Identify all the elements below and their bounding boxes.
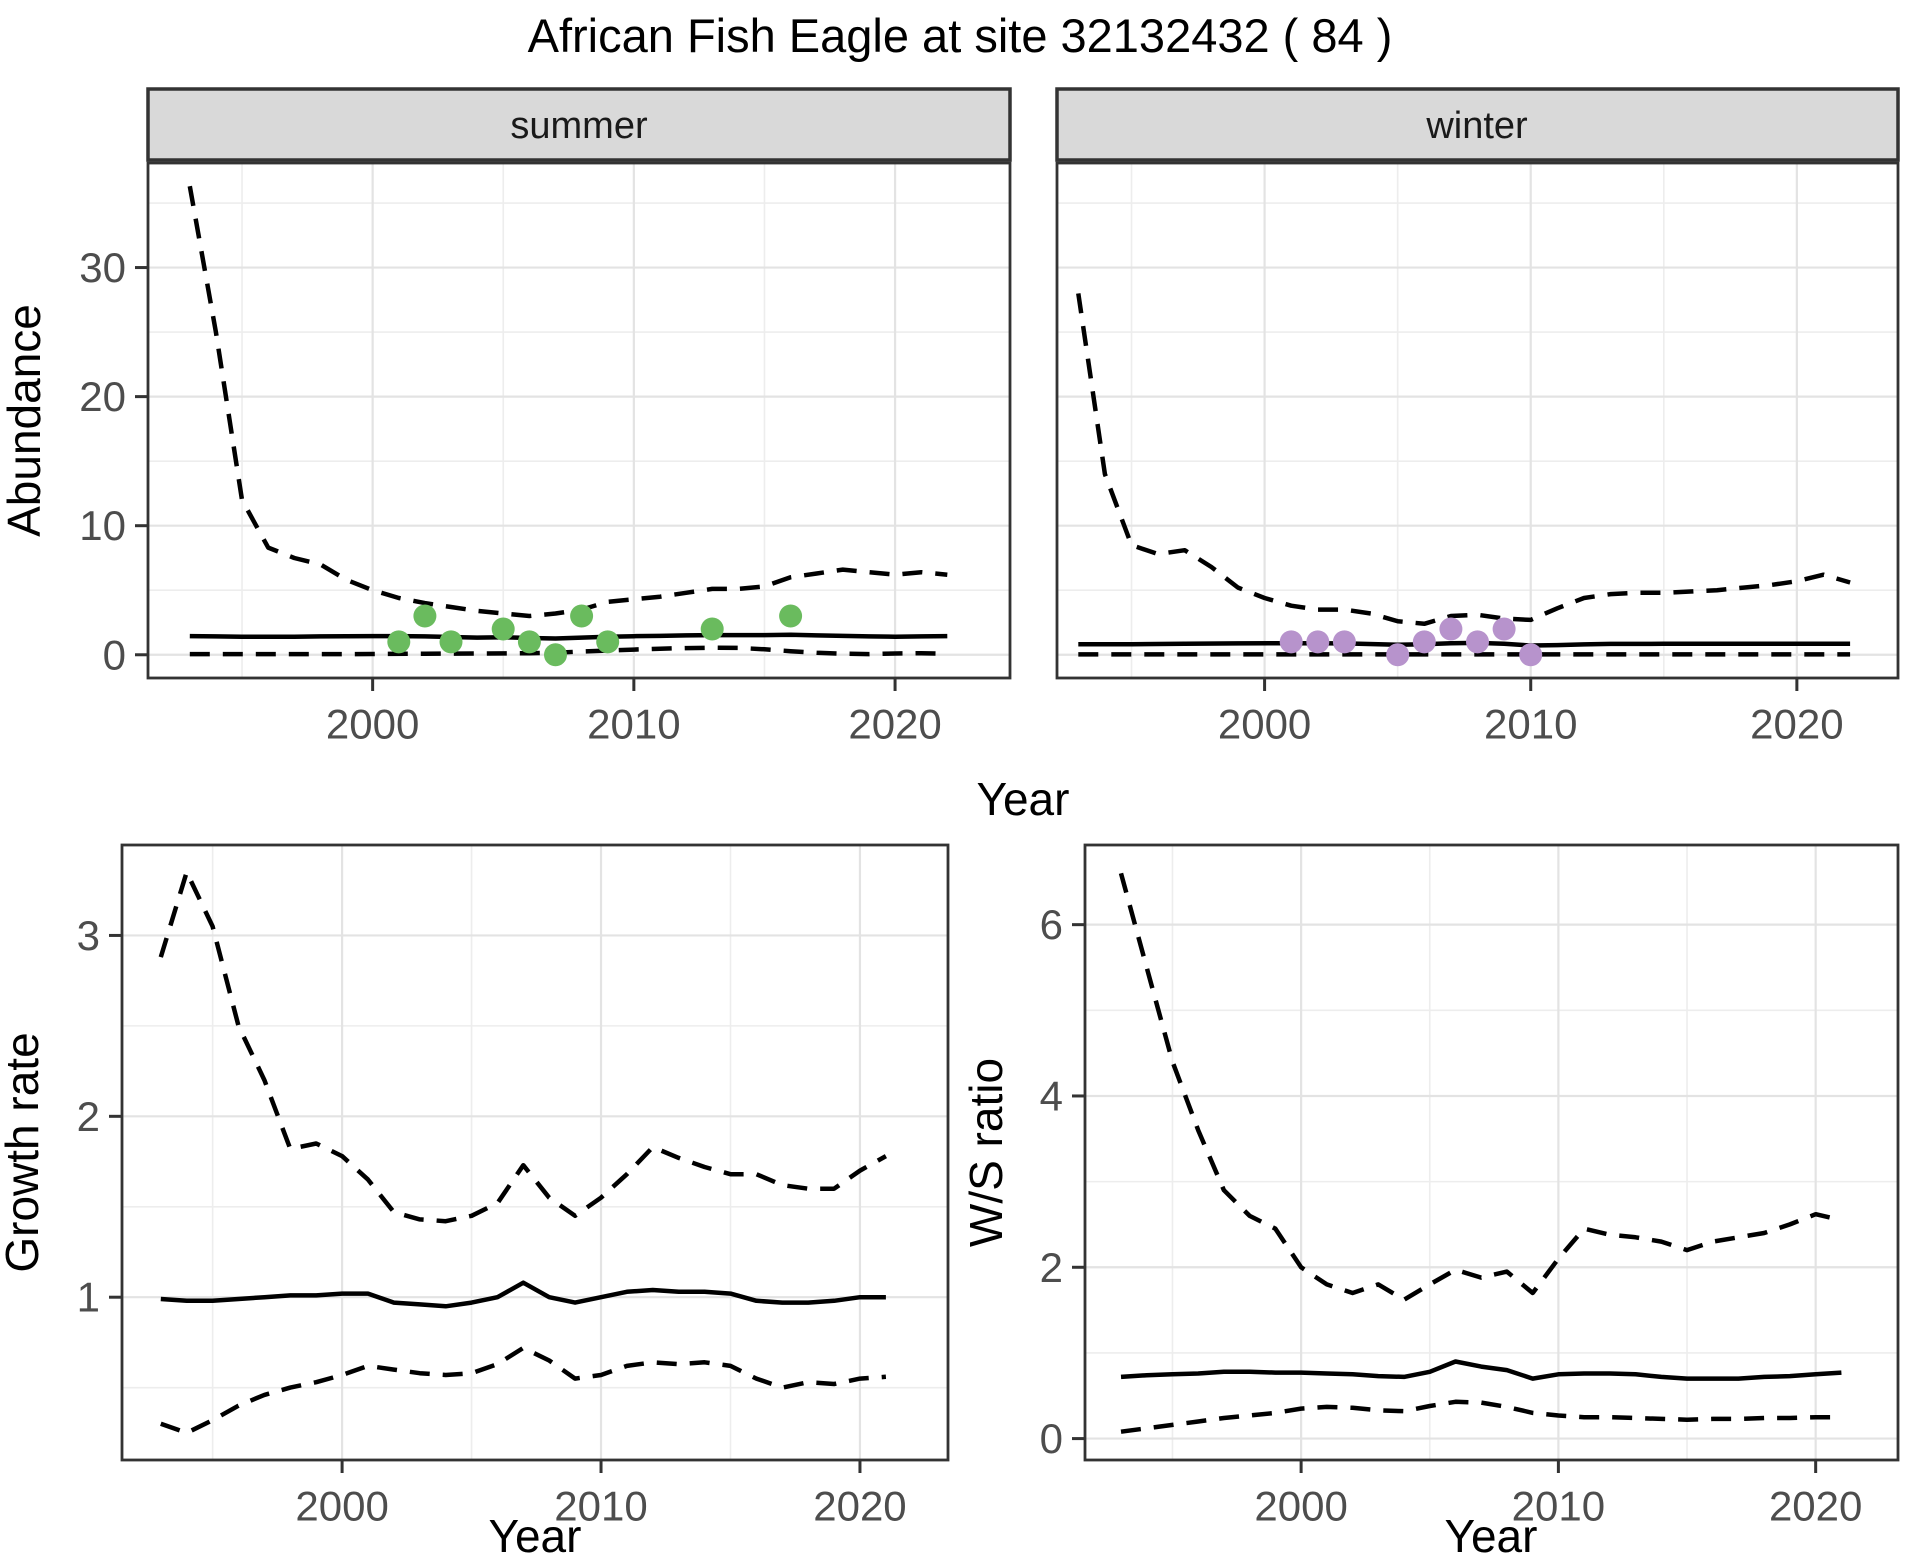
observation-points [387, 604, 803, 667]
data-point [1332, 630, 1356, 654]
data-point [596, 630, 620, 654]
y-axis-title-abundance: Abundance [0, 304, 50, 537]
panel-abundance-summer: 2000 2010 2020 0 10 20 30 [79, 87, 1012, 748]
x-tick-label: 2000 [295, 1483, 388, 1530]
y-tick-label: 6 [1040, 901, 1063, 948]
lower-ci-line [1120, 1399, 1842, 1434]
y-axis-title-ws-ratio: W/S ratio [960, 1058, 1012, 1247]
facet-strip [1055, 87, 1900, 162]
data-point [1439, 617, 1463, 641]
strip-label-winter: winter [1425, 105, 1528, 147]
median-line [189, 632, 948, 641]
panel-border [1055, 161, 1900, 680]
lower-ci-line [160, 1345, 887, 1436]
x-axis-title-year-growth: Year [489, 1510, 582, 1560]
panel-background [122, 845, 948, 1460]
median-line [160, 1280, 886, 1309]
facet-strip [146, 87, 1012, 162]
data-point [387, 630, 411, 654]
lower-ci-line [189, 645, 948, 657]
data-point [570, 604, 594, 628]
x-tick-label: 2000 [1218, 701, 1311, 748]
panel-border [120, 843, 950, 1462]
observation-points [1279, 617, 1543, 667]
x-tick-label: 2020 [848, 701, 941, 748]
y-tick-label: 30 [79, 244, 126, 291]
data-point [1306, 630, 1330, 654]
y-tick-label: 10 [79, 502, 126, 549]
gridlines [1085, 845, 1898, 1460]
x-tick-label: 2010 [1484, 701, 1577, 748]
x-tick-label: 2000 [326, 701, 419, 748]
panel-background [148, 163, 1010, 678]
data-point [517, 630, 541, 654]
data-point [1386, 643, 1410, 667]
y-tick-label: 0 [1040, 1415, 1063, 1462]
x-tick-label: 2000 [1254, 1483, 1347, 1530]
y-tick-label: 20 [79, 373, 126, 420]
panel-growth-rate: 2000 2010 2020 1 2 3 [77, 843, 950, 1530]
axis-ticks: 2000 2010 2020 1 2 3 [77, 912, 907, 1530]
data-point [1466, 630, 1489, 654]
data-point [491, 617, 515, 641]
x-tick-label: 2010 [587, 701, 680, 748]
axis-ticks: 2000 2010 2020 0 2 4 6 [1040, 901, 1863, 1529]
x-tick-label: 2010 [554, 1483, 647, 1530]
y-tick-label: 0 [103, 631, 126, 678]
panel-border [146, 161, 1012, 680]
axis-ticks: 2000 2010 2020 [1218, 678, 1844, 748]
x-tick-label: 2020 [813, 1483, 906, 1530]
x-tick-label: 2020 [1769, 1483, 1862, 1530]
panel-background [1057, 163, 1898, 678]
y-tick-label: 2 [77, 1093, 100, 1140]
data-point [413, 604, 437, 628]
y-axis-title-growth-rate: Growth rate [0, 1032, 48, 1272]
panel-abundance-winter: 2000 2010 2020 [1055, 87, 1900, 748]
panel-background [1085, 845, 1898, 1460]
x-tick-label: 2010 [1512, 1483, 1605, 1530]
data-point [544, 643, 567, 667]
data-point [1412, 630, 1436, 654]
y-tick-label: 1 [77, 1274, 100, 1321]
data-point [1279, 630, 1303, 654]
axis-ticks: 2000 2010 2020 0 10 20 30 [79, 244, 942, 747]
data-point [1519, 643, 1543, 667]
panel-border [1083, 843, 1900, 1462]
data-point [1492, 617, 1516, 641]
y-tick-label: 2 [1040, 1244, 1063, 1291]
upper-ci-line [1118, 872, 1842, 1303]
gridlines [1057, 163, 1898, 678]
data-point [700, 617, 724, 641]
x-tick-label: 2020 [1750, 701, 1843, 748]
chart-title: African Fish Eagle at site 32132432 ( 84… [528, 9, 1393, 62]
upper-ci-line [158, 869, 887, 1224]
data-point [779, 604, 803, 628]
panel-ws-ratio: 2000 2010 2020 0 2 4 6 [1040, 843, 1900, 1530]
median-line [1078, 640, 1851, 648]
upper-ci-line [187, 185, 948, 619]
upper-ci-line [1076, 293, 1851, 627]
median-line [1120, 1359, 1842, 1381]
strip-label-summer: summer [510, 105, 648, 147]
x-axis-title-year-top: Year [977, 773, 1070, 825]
y-tick-label: 3 [77, 912, 100, 959]
data-point [439, 630, 463, 654]
x-axis-title-year-ws: Year [1445, 1510, 1538, 1560]
y-tick-label: 4 [1040, 1072, 1063, 1119]
